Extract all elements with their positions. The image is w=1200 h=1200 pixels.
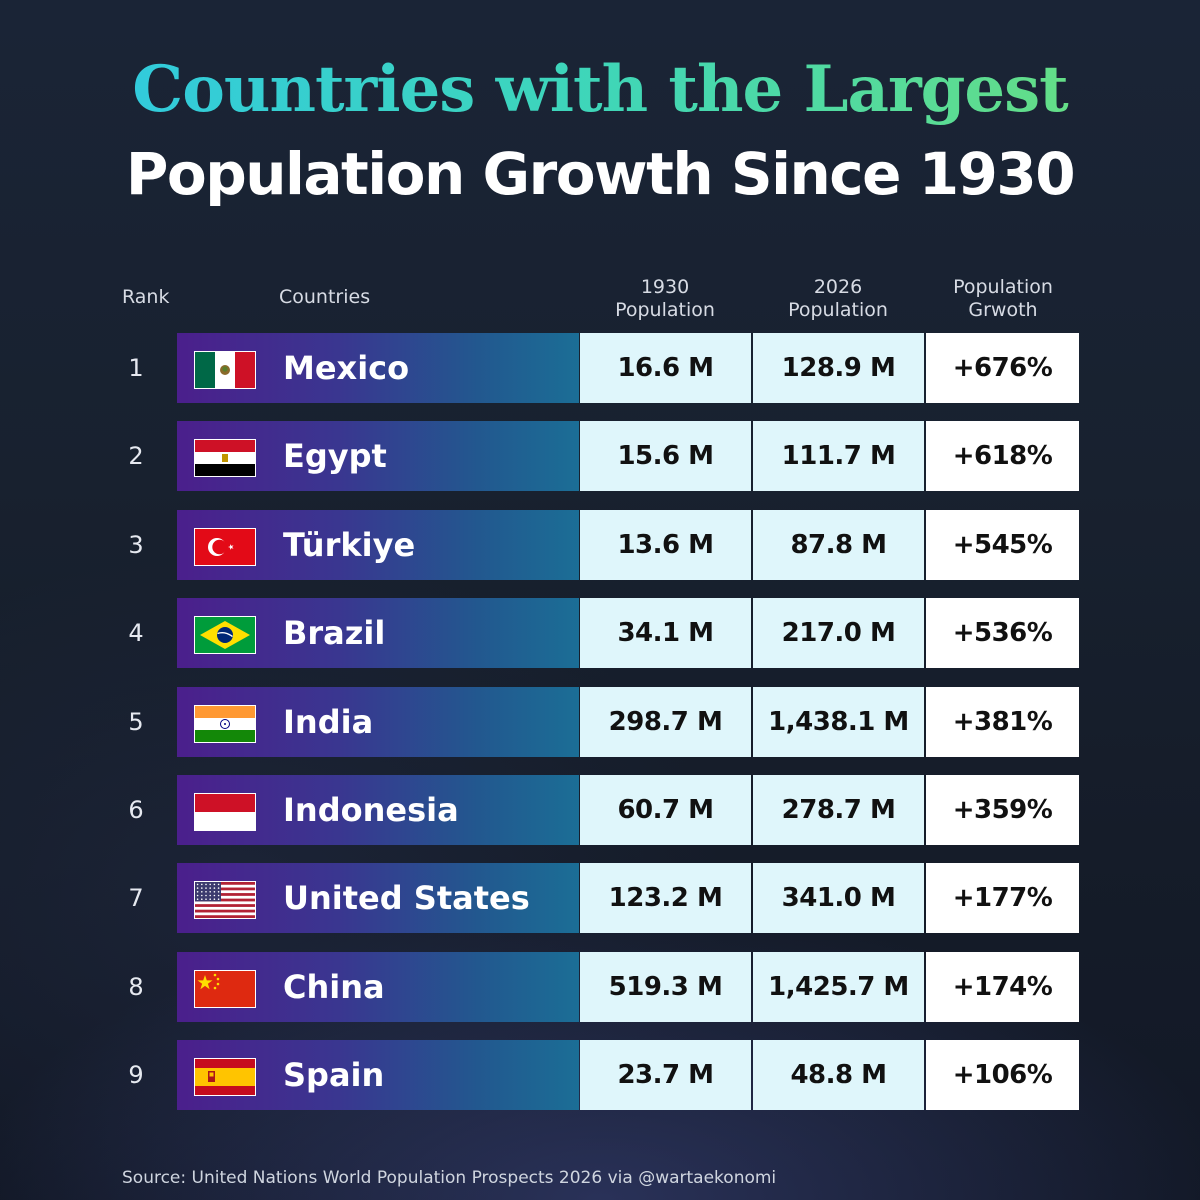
egypt-flag-icon [194,439,256,478]
population-2026-cell: 278.7 M [753,775,924,845]
header-growth-line2: Grwoth [968,299,1038,321]
table-row: 6 Indonesia 60.7 M 278.7 M +359% [0,775,1200,845]
population-growth-cell: +359% [926,775,1079,845]
rank-cell: 6 [128,796,144,824]
india-flag-icon [194,704,256,743]
header-1930-line1: 1930 [640,276,690,298]
china-flag-icon [194,969,256,1008]
header-2026-population: 2026 Population [762,276,914,322]
table-row: 2 Egypt 15.6 M 111.7 M +618% [0,421,1200,492]
population-2026-cell: 87.8 M [753,509,924,580]
table-row: 1 Mexico 16.6 M 128.9 M +676% [0,333,1200,403]
rank-cell: 4 [128,619,144,648]
population-2026-cell: 128.9 M [753,333,924,403]
turkiye-flag-icon [194,527,256,566]
table-row: 7 United States 123.2 M 341.0 M +177% [0,863,1200,934]
population-1930-cell: 13.6 M [580,509,751,580]
spain-flag-icon [194,1058,256,1097]
population-1930-cell: 123.2 M [580,863,751,934]
header-2026-line2: Population [788,299,888,321]
country-name: China [283,967,385,1006]
population-2026-cell: 48.8 M [753,1040,924,1111]
population-2026-cell: 1,425.7 M [753,951,924,1022]
population-2026-cell: 111.7 M [753,421,924,492]
country-name: Egypt [283,437,387,476]
country-name: Türkiye [283,525,416,564]
rank-cell: 8 [128,972,144,1001]
country-name: Mexico [283,349,410,387]
population-2026-cell: 217.0 M [753,598,924,669]
country-name: Brazil [283,614,386,653]
table-row: 4 Brazil 34.1 M 217.0 M +536% [0,598,1200,669]
title-line-1: Countries with the Largest [0,52,1200,127]
header-countries: Countries [279,286,371,308]
population-1930-cell: 15.6 M [580,421,751,492]
header-1930-population: 1930 Population [589,276,741,322]
united-states-flag-icon [194,881,256,920]
table-row: 9 Spain 23.7 M 48.8 M +106% [0,1040,1200,1111]
title-line-2: Population Growth Since 1930 [125,140,1076,208]
population-growth-cell: +545% [926,509,1079,580]
source-note: Source: United Nations World Population … [122,1168,777,1188]
rank-cell: 5 [128,707,144,736]
header-rank: Rank [122,286,170,308]
population-growth-cell: +106% [926,1040,1079,1111]
population-1930-cell: 519.3 M [580,951,751,1022]
brazil-flag-icon [194,616,256,655]
country-name: United States [283,879,530,918]
population-2026-cell: 341.0 M [753,863,924,934]
rank-cell: 3 [128,530,144,559]
rank-cell: 1 [128,354,144,382]
table-row: 3 Türkiye 13.6 M 87.8 M +545% [0,509,1200,580]
header-1930-line2: Population [615,299,715,321]
population-growth-cell: +381% [926,686,1079,757]
population-growth-cell: +174% [926,951,1079,1022]
table-row: 8 China 519.3 M 1,425.7 M +174% [0,951,1200,1022]
population-1930-cell: 23.7 M [580,1040,751,1111]
country-name: Spain [283,1056,385,1095]
mexico-flag-icon [194,351,256,389]
header-2026-line1: 2026 [813,276,863,298]
indonesia-flag-icon [194,793,256,831]
rank-cell: 9 [128,1061,144,1090]
population-1930-cell: 60.7 M [580,775,751,845]
population-growth-cell: +618% [926,421,1079,492]
header-growth-line1: Population [953,276,1053,298]
header-population-growth: Population Grwoth [927,276,1079,322]
population-2026-cell: 1,438.1 M [753,686,924,757]
population-1930-cell: 298.7 M [580,686,751,757]
population-growth-cell: +676% [926,333,1079,403]
population-growth-cell: +536% [926,598,1079,669]
country-name: India [283,702,374,741]
rank-cell: 2 [128,442,144,471]
population-growth-cell: +177% [926,863,1079,934]
population-1930-cell: 34.1 M [580,598,751,669]
country-name: Indonesia [283,791,459,829]
population-1930-cell: 16.6 M [580,333,751,403]
table-row: 5 India 298.7 M 1,438.1 M +381% [0,686,1200,757]
rank-cell: 7 [128,884,144,913]
